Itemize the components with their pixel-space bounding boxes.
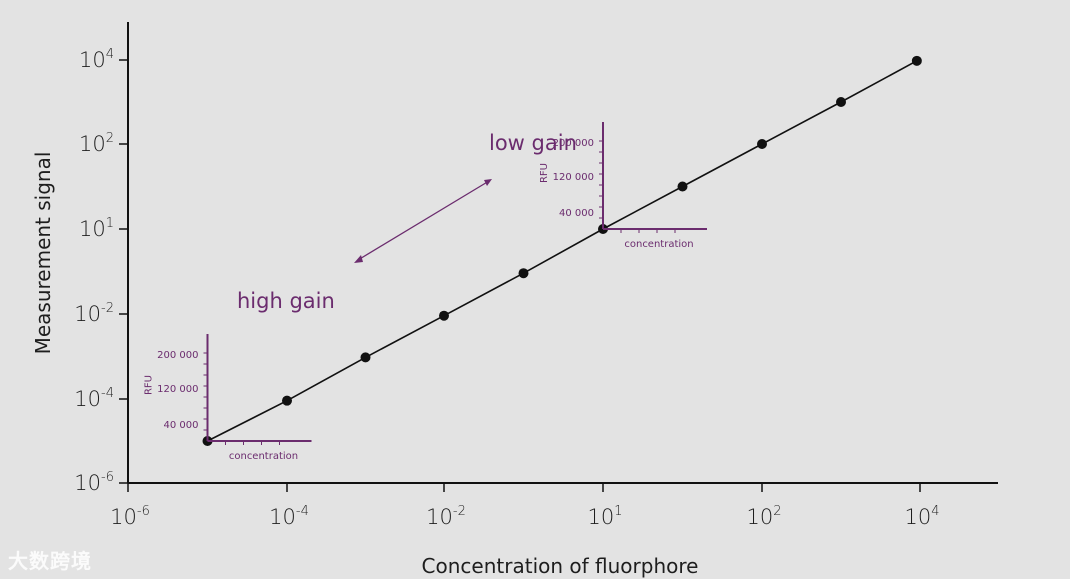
annotation-low-gain: low gain [489,131,577,155]
inset-tick-label: 200 000 [553,138,594,149]
y-tick-label: 10-6 [74,470,114,495]
data-point [757,139,767,149]
y-tick-label: 102 [79,131,114,156]
inset-y-label: RFU [539,163,550,183]
x-axis-title: Concentration of fluorphore [422,554,699,578]
x-tick-label: 10-4 [269,504,309,529]
x-tick-label: 102 [746,504,781,529]
data-series [202,55,922,446]
inset-x-label: concentration [624,239,693,250]
y-tick-label: 101 [79,216,114,241]
inset-tick-label: 40 000 [559,208,594,219]
inset-tick-label: 200 000 [157,350,198,361]
rfu-inset: 200 000 120 000 40 000 RFU concentration [539,122,707,250]
x-ticks: 10-6 10-4 10-2 101 102 104 [110,483,940,529]
data-point [836,97,846,107]
x-tick-label: 10-2 [426,504,466,529]
inset-tick-label: 40 000 [164,420,199,431]
y-tick-label: 10-4 [74,386,114,411]
data-point [911,55,922,66]
gain-arrow-head-up [484,179,492,186]
data-point [282,395,292,406]
watermark: 大数跨境 [8,549,92,573]
x-tick-label: 101 [587,504,622,529]
inset-y-label: RFU [144,375,155,395]
gain-arrow [354,179,492,263]
x-tick-label: 104 [904,504,939,529]
data-point [518,268,529,279]
data-point [360,352,371,363]
y-tick-label: 104 [79,47,114,72]
annotation-high-gain: high gain [237,289,335,313]
series-line [207,60,918,442]
axes [127,22,998,484]
y-ticks: 10-6 10-4 10-2 101 102 104 [74,47,128,495]
inset-tick-label: 120 000 [157,384,198,395]
y-tick-label: 10-2 [74,301,114,326]
data-point [677,181,688,192]
y-axis-title: Measurement signal [31,152,55,355]
x-tick-label: 10-6 [110,504,150,529]
inset-x-label: concentration [229,451,298,462]
gain-arrow-head-down [354,255,363,263]
inset-tick-label: 120 000 [553,172,594,183]
rfu-inset: 200 000 120 000 40 000 RFU concentration [144,334,312,462]
data-point [439,310,449,321]
